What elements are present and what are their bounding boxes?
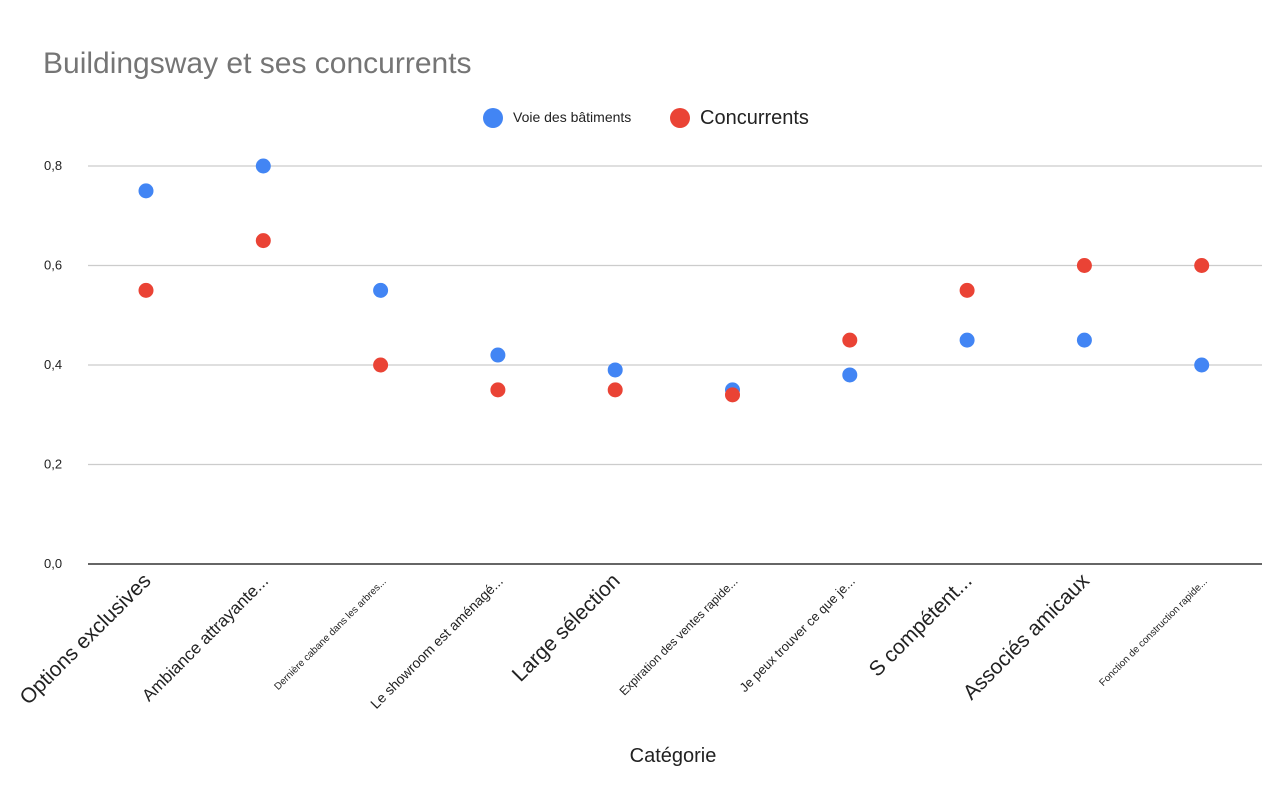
legend-marker-voie-des-batiments <box>483 108 503 128</box>
x-tick-label: Large sélection <box>508 569 625 686</box>
x-tick-label: Options exclusives <box>15 569 155 709</box>
y-tick-label: 0,6 <box>44 258 62 273</box>
x-tick-label: Associés amicaux <box>959 569 1094 704</box>
x-tick-label: S compétent... <box>865 569 977 681</box>
y-axis-ticks: 0,0 0,2 0,4 0,6 0,8 <box>44 158 62 571</box>
data-point-series-0-cat-6 <box>842 367 858 383</box>
chart-title: Buildingsway et ses concurrents <box>43 47 472 80</box>
data-point-series-0-cat-7 <box>959 332 975 348</box>
legend-label-voie-des-batiments: Voie des bâtiments <box>513 109 631 125</box>
data-point-series-1-cat-5 <box>725 387 740 403</box>
x-tick-label: Dernière cabane dans les arbres... <box>272 576 388 692</box>
data-point-series-0-cat-4 <box>607 362 623 378</box>
data-point-series-1-cat-6 <box>842 332 858 348</box>
data-point-series-0-cat-3 <box>490 347 506 363</box>
data-point-series-0-cat-9 <box>1194 357 1210 373</box>
x-tick-label: Fonction de construction rapide... <box>1097 576 1209 688</box>
x-tick-label: Je peux trouver ce que je... <box>736 574 857 695</box>
data-point-series-1-cat-1 <box>255 233 271 249</box>
y-tick-label: 0,0 <box>44 556 62 571</box>
data-point-series-0-cat-2 <box>373 282 389 298</box>
data-point-series-0-cat-1 <box>255 158 271 174</box>
y-tick-label: 0,2 <box>44 457 62 472</box>
x-tick-label: Expiration des ventes rapide... <box>617 574 741 698</box>
legend: Voie des bâtiments Concurrents <box>483 107 809 129</box>
x-tick-label: Ambiance attrayante... <box>138 571 272 705</box>
data-point-series-1-cat-8 <box>1076 258 1092 273</box>
data-point-series-1-cat-2 <box>373 357 389 373</box>
data-point-series-1-cat-3 <box>490 382 506 398</box>
legend-label-concurrents: Concurrents <box>700 107 809 129</box>
gridlines <box>88 165 1262 466</box>
legend-marker-concurrents <box>670 108 690 128</box>
data-point-series-0-cat-0 <box>138 183 154 199</box>
x-tick-label: Le showroom est aménagé... <box>367 573 506 712</box>
data-point-series-1-cat-9 <box>1194 258 1210 273</box>
y-tick-label: 0,8 <box>44 158 62 173</box>
x-axis-label: Catégorie <box>630 745 717 767</box>
data-point-series-1-cat-4 <box>607 382 623 398</box>
data-point-series-0-cat-8 <box>1076 332 1092 348</box>
data-points <box>138 158 1210 403</box>
data-point-series-1-cat-7 <box>959 282 975 298</box>
data-point-series-1-cat-0 <box>138 282 154 298</box>
y-tick-label: 0,4 <box>44 357 62 372</box>
